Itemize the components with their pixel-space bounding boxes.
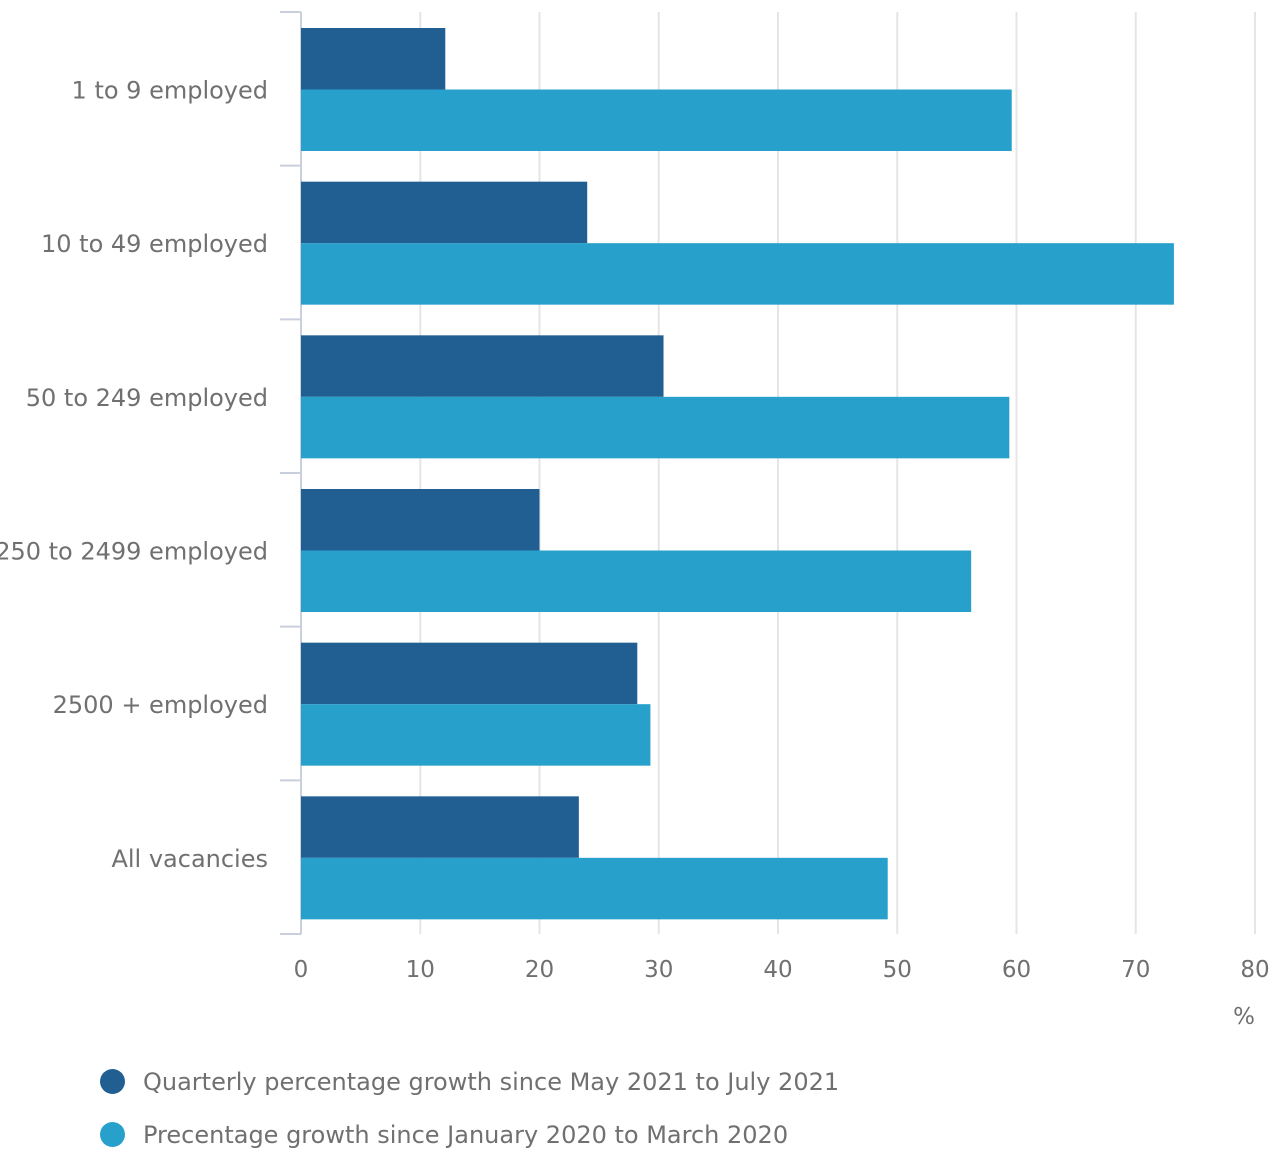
bar-2500-employed-series-1 — [301, 642, 638, 705]
x-tick-label: 60 — [1002, 957, 1031, 983]
bar-50-to-249-employed-series-1 — [301, 335, 664, 397]
bar-250-to-2499-employed-series-2 — [301, 550, 972, 612]
legend-item-quarterly: Quarterly percentage growth since May 20… — [100, 1055, 839, 1108]
bar-1-to-9-employed-series-2 — [301, 89, 1012, 151]
bar-all-vacancies-series-2 — [301, 857, 888, 920]
x-tick-label: 70 — [1121, 957, 1150, 983]
tick-labels: 0 10 20 30 40 50 60 70 80% 1 to 9 employed 10 to 4… — [0, 77, 1270, 1031]
x-tick-label: 40 — [763, 957, 792, 983]
legend-label-quarterly: Quarterly percentage growth since May 20… — [143, 1067, 840, 1096]
legend: Quarterly percentage growth since May 20… — [100, 1055, 839, 1161]
x-tick-label: 80 — [1240, 957, 1269, 983]
x-tick-label: 10 — [406, 957, 435, 983]
bars — [301, 28, 1174, 920]
y-tick-label-1-to-9-employed: 1 to 9 employed — [72, 77, 268, 105]
bar-chart: 0 10 20 30 40 50 60 70 80% 1 to 9 employed 10 to 4… — [0, 11, 1270, 1031]
y-tick-label-10-to-49-employed: 10 to 49 employed — [41, 230, 268, 258]
legend-label-precentage: Precentage growth since January 2020 to … — [143, 1120, 789, 1149]
x-tick-label: 50 — [883, 957, 912, 983]
x-axis-unit: % — [1233, 1004, 1255, 1030]
x-tick-label: 0 — [294, 957, 309, 983]
bar-2500-employed-series-2 — [301, 704, 651, 766]
y-tick-label-2500-employed: 2500 + employed — [53, 691, 268, 719]
bar-1-to-9-employed-series-1 — [301, 28, 446, 90]
legend-item-precentage: Precentage growth since January 2020 to … — [100, 1108, 839, 1161]
legend-swatch-precentage — [100, 1122, 125, 1147]
axes — [280, 11, 302, 935]
bar-all-vacancies-series-1 — [301, 796, 579, 858]
y-tick-label-250-to-2499-employed: 250 to 2499 employed — [0, 538, 268, 566]
legend-swatch-quarterly — [100, 1069, 125, 1094]
bar-10-to-49-employed-series-2 — [301, 243, 1174, 305]
x-tick-label: 20 — [525, 957, 554, 983]
x-tick-label: 30 — [644, 957, 673, 983]
grid-lines — [419, 12, 1256, 934]
bar-50-to-249-employed-series-2 — [301, 396, 1010, 459]
bar-10-to-49-employed-series-1 — [301, 181, 588, 244]
y-tick-label-all-vacancies: All vacancies — [111, 845, 268, 873]
bar-250-to-2499-employed-series-1 — [301, 489, 540, 551]
y-tick-label-50-to-249-employed: 50 to 249 employed — [26, 384, 268, 412]
